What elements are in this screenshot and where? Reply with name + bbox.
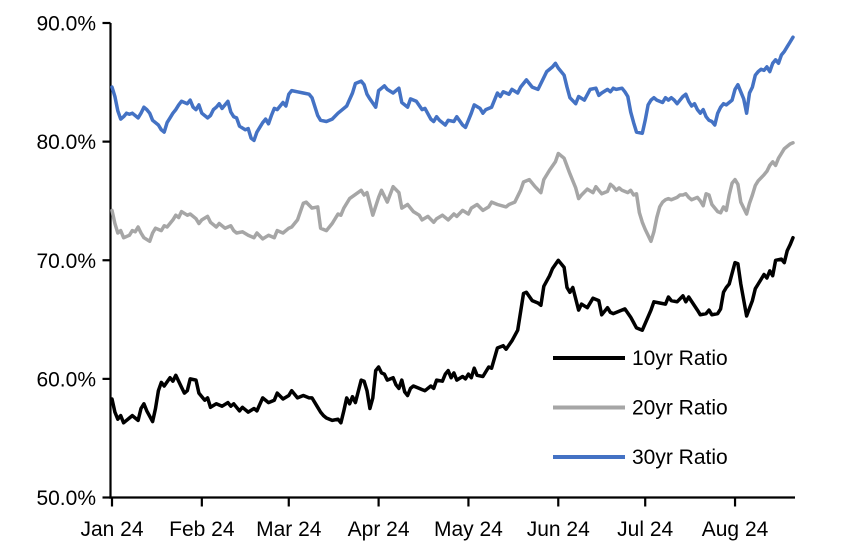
x-tick-label: Feb 24: [169, 518, 235, 541]
legend-item-30yr-ratio: 30yr Ratio: [553, 446, 728, 469]
x-tick-label: Jan 24: [80, 518, 143, 541]
y-tick-label: 80.0%: [36, 131, 96, 154]
series-30yr-ratio-line: [110, 35, 795, 143]
x-tick-label: Apr 24: [348, 518, 410, 541]
legend-label-20yr-ratio: 20yr Ratio: [632, 397, 728, 420]
x-tick-label: May 24: [434, 518, 503, 541]
x-tick-label: Aug 24: [702, 518, 769, 541]
series-10yr-ratio-line: [110, 235, 795, 425]
series-20yr-ratio-line: [110, 141, 795, 244]
x-tick-label: Mar 24: [256, 518, 322, 541]
y-tick-label: 50.0%: [36, 487, 96, 510]
legend-label-10yr-ratio: 10yr Ratio: [632, 347, 728, 370]
legend-item-20yr-ratio: 20yr Ratio: [553, 397, 728, 420]
x-tick-label: Jun 24: [527, 518, 590, 541]
y-tick-label: 70.0%: [36, 250, 96, 273]
legend-item-10yr-ratio: 10yr Ratio: [553, 347, 728, 370]
y-tick-label: 60.0%: [36, 368, 96, 391]
legend-label-30yr-ratio: 30yr Ratio: [632, 446, 728, 469]
y-tick-label: 90.0%: [36, 13, 96, 36]
x-tick-label: Jul 24: [617, 518, 673, 541]
